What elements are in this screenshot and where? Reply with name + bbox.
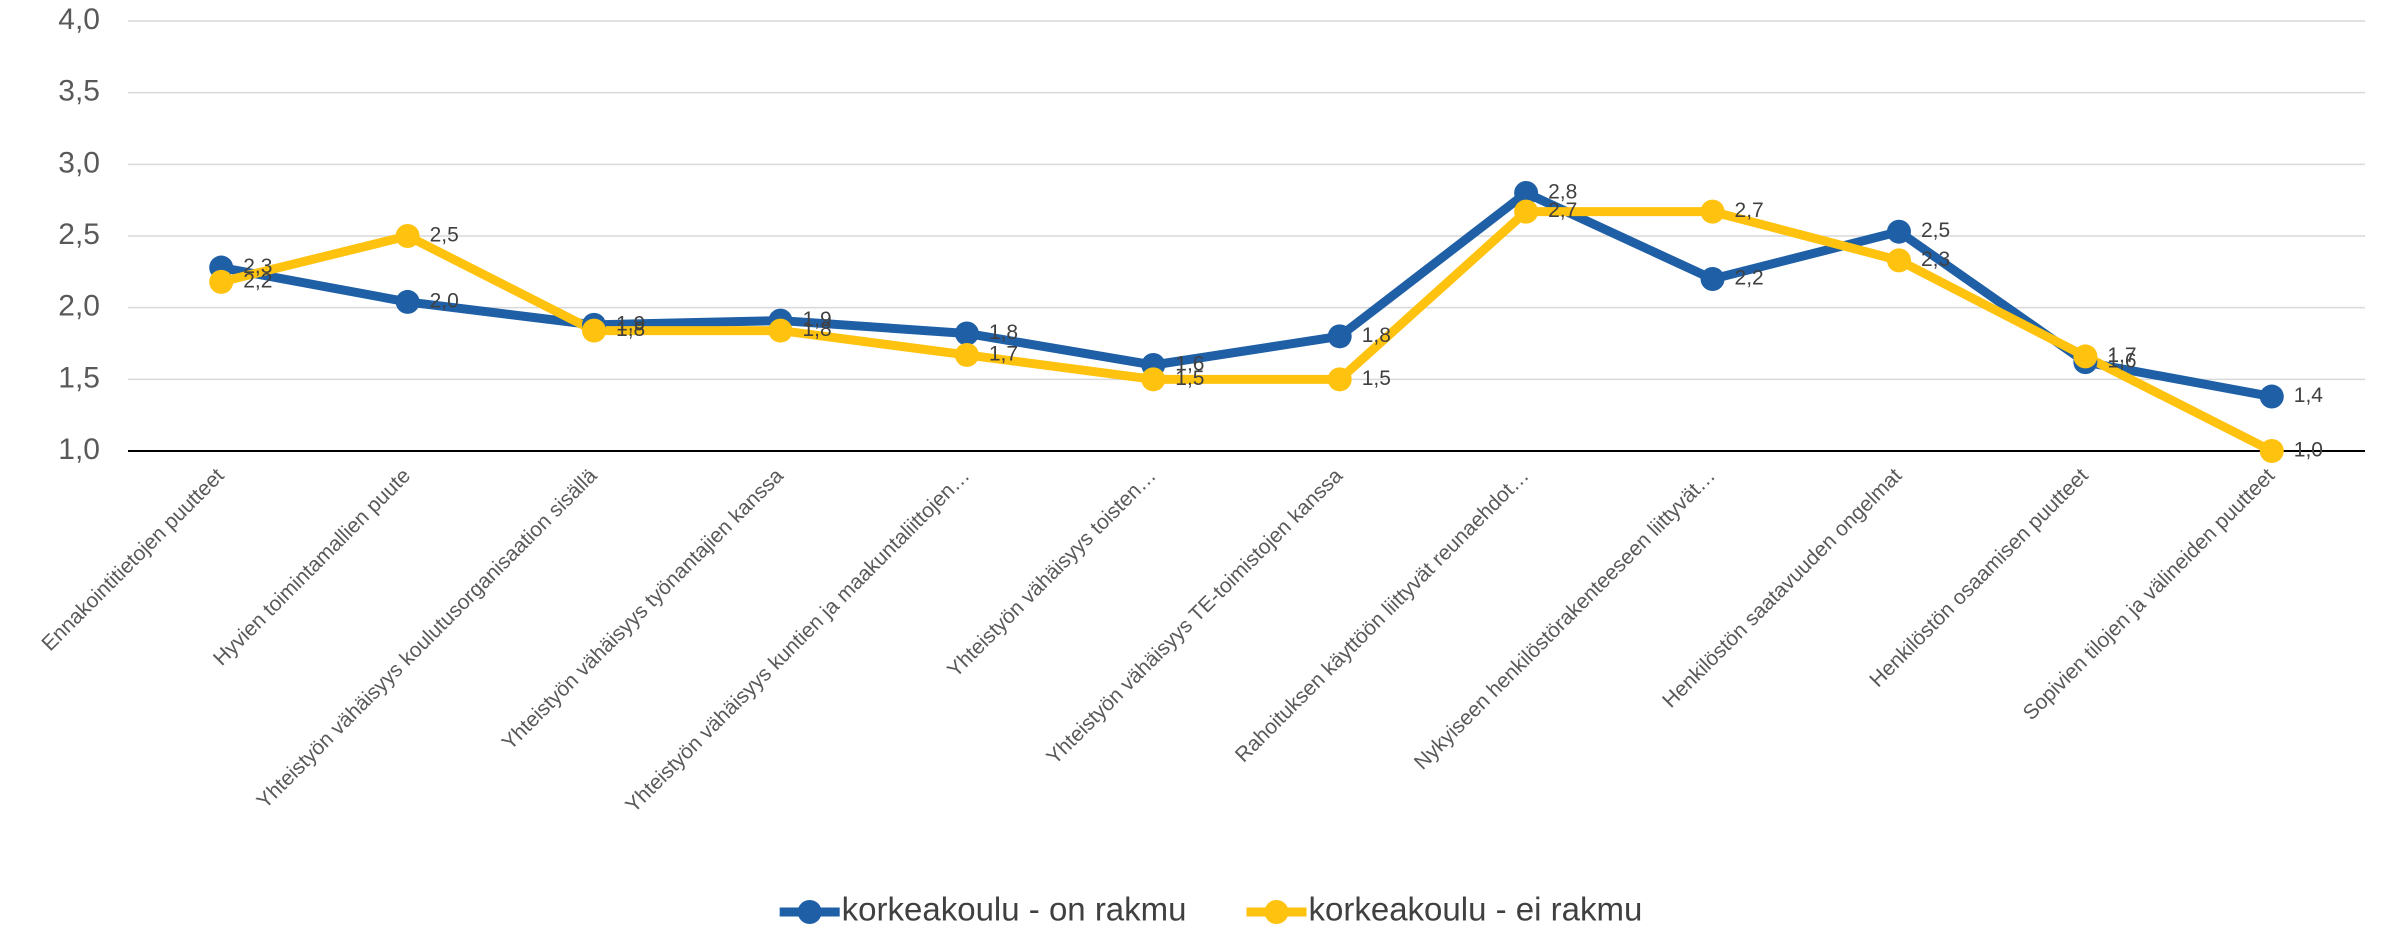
x-tick-label: Hyvien toimintamallien puute [209, 464, 415, 670]
y-tick-label: 3,5 [58, 75, 100, 108]
x-tick-label: Rahoituksen käyttöön liittyvät reunaehdo… [1231, 464, 1534, 767]
legend-label: korkeakoulu - ei rakmu [1309, 891, 1643, 928]
data-label: 2,0 [430, 289, 459, 312]
point [1886, 248, 1911, 273]
data-label: 1,8 [989, 321, 1018, 344]
legend: korkeakoulu - on rakmu korkeakoulu - ei r… [779, 891, 1643, 928]
y-tick-label: 1,5 [58, 361, 100, 394]
data-label: 1,6 [1175, 353, 1204, 376]
point [395, 289, 420, 314]
data-label: 1,6 [2107, 350, 2136, 373]
data-label: 2,8 [1548, 181, 1577, 204]
x-tick-label: Nykyiseen henkilöstörakenteeseen liittyv… [1410, 464, 1720, 774]
point [1700, 267, 1725, 291]
point [1700, 199, 1725, 224]
x-tick-label: Ennakointitietojen puutteet [37, 464, 228, 655]
legend-label: korkeakoulu - on rakmu [842, 891, 1187, 928]
x-tick-label: Yhteistyön vähäisyys koulutusorganisaati… [253, 464, 602, 813]
data-label: 2,2 [243, 269, 272, 292]
point [2073, 344, 2098, 369]
y-tick-label: 3,0 [58, 146, 100, 179]
data-label: 2,5 [430, 224, 459, 247]
data-label: 1,9 [616, 312, 645, 335]
point [582, 318, 607, 343]
data-label: 2,3 [243, 255, 272, 278]
point [1514, 199, 1539, 224]
point [2259, 439, 2284, 463]
x-tick-label: Henkilöstön osaamisen puutteet [1865, 464, 2093, 692]
point [1327, 324, 1352, 349]
data-label: 1,9 [802, 308, 831, 331]
series-line [220, 188, 2273, 401]
data-label: 1,7 [989, 343, 1018, 366]
legend-marker [1264, 900, 1289, 924]
point [209, 269, 234, 294]
point [2259, 384, 2284, 409]
y-tick-label: 4,0 [58, 3, 100, 36]
data-label: 1,4 [2294, 384, 2324, 407]
data-label: 2,3 [1921, 248, 1950, 271]
point [1327, 367, 1352, 392]
data-label: 2,2 [1735, 267, 1764, 290]
data-label: 1,8 [802, 318, 831, 341]
data-label: 1,8 [1362, 324, 1391, 347]
y-tick-label: 2,0 [58, 290, 100, 323]
x-tick-label: Yhteistyön vähäisyys TE-toimistojen kans… [1042, 464, 1347, 769]
y-tick-label: 1,0 [58, 433, 100, 466]
point [768, 318, 793, 343]
data-label: 2,7 [1735, 199, 1764, 222]
data-label: 1,5 [1362, 367, 1391, 390]
data-label: 1,7 [2107, 344, 2136, 367]
legend-marker [797, 900, 822, 924]
point [954, 342, 979, 367]
x-tick-label: Yhteistyön vähäisyys kuntien ja maakunta… [621, 464, 974, 817]
point [1514, 181, 1539, 205]
data-label: 1,8 [616, 318, 645, 341]
point [395, 224, 420, 248]
data-label: 1,5 [1175, 367, 1204, 390]
data-label: 2,5 [1921, 219, 1950, 242]
y-tick-label: 2,5 [58, 218, 100, 251]
point [1141, 367, 1166, 392]
point [1886, 219, 1911, 244]
point [954, 321, 979, 346]
series-line [220, 207, 2274, 456]
data-label: 1,0 [2294, 439, 2323, 462]
data-label: 2,7 [1548, 199, 1577, 222]
x-tick-label: Yhteistyön vähäisyys toisten… [943, 464, 1161, 682]
